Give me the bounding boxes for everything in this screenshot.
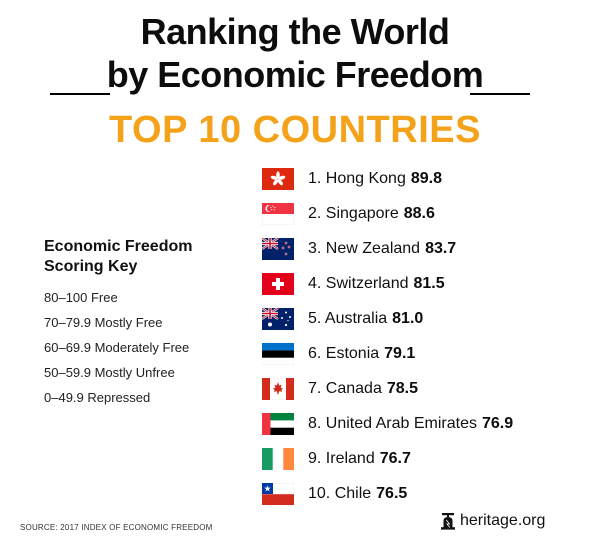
rank-score: 79.1 xyxy=(384,345,416,362)
title-rule-right xyxy=(470,93,530,95)
scoring-key-title-line-1: Economic Freedom xyxy=(44,238,193,255)
ireland-flag-icon xyxy=(262,448,294,470)
hong-kong-flag-icon xyxy=(262,168,294,190)
title-line-2: by Economic Freedom xyxy=(106,54,484,95)
key-item-mostly-free: 70–79.9 Mostly Free xyxy=(44,315,163,330)
brand: heritage.org xyxy=(440,512,545,530)
uae-flag-icon xyxy=(262,413,294,435)
key-item-free: 80–100 Free xyxy=(44,290,118,305)
rank-label: 7. Canada xyxy=(308,380,382,397)
rank-score: 81.0 xyxy=(392,310,424,327)
rank-row-10: 10. Chile 76.5 xyxy=(262,480,407,508)
rank-row-5: 5. Australia 81.0 xyxy=(262,305,423,333)
rank-label: 10. Chile xyxy=(308,485,372,502)
rank-row-3: 3. New Zealand 83.7 xyxy=(262,235,456,263)
subtitle: TOP 10 COUNTRIES xyxy=(109,109,481,151)
canada-flag-icon xyxy=(262,378,294,400)
rank-label: 4. Switzerland xyxy=(308,275,409,292)
estonia-flag-icon xyxy=(262,343,294,365)
rank-score: 83.7 xyxy=(425,240,457,257)
key-item-moderately-free: 60–69.9 Moderately Free xyxy=(44,340,190,355)
rank-score: 89.8 xyxy=(410,170,442,187)
rank-row-2: 2. Singapore 88.6 xyxy=(262,200,435,228)
rank-row-8: 8. United Arab Emirates 76.9 xyxy=(262,410,513,438)
australia-flag-icon xyxy=(262,308,294,330)
rank-row-7: 7. Canada 78.5 xyxy=(262,375,418,403)
singapore-flag-icon xyxy=(262,203,294,225)
rank-score: 78.5 xyxy=(386,380,418,397)
rank-label: 6. Estonia xyxy=(308,345,380,362)
rank-row-6: 6. Estonia 79.1 xyxy=(262,340,415,368)
rank-row-9: 9. Ireland 76.7 xyxy=(262,445,411,473)
key-item-mostly-unfree: 50–59.9 Mostly Unfree xyxy=(44,365,175,380)
key-item-repressed: 0–49.9 Repressed xyxy=(44,390,151,405)
rank-score: 76.5 xyxy=(376,485,408,502)
title-rule-left xyxy=(50,93,110,95)
rank-label: 2. Singapore xyxy=(308,205,399,222)
rank-label: 8. United Arab Emirates xyxy=(308,415,477,432)
rank-label: 1. Hong Kong xyxy=(308,170,406,187)
brand-text: heritage.org xyxy=(460,512,546,529)
rank-score: 81.5 xyxy=(413,275,445,292)
liberty-bell-icon xyxy=(441,512,455,530)
rank-score: 76.7 xyxy=(379,450,411,467)
title-line-1: Ranking the World xyxy=(140,11,450,52)
rank-label: 9. Ireland xyxy=(308,450,375,467)
rank-score: 76.9 xyxy=(481,415,514,432)
chile-flag-icon xyxy=(262,483,294,505)
rank-label: 3. New Zealand xyxy=(308,240,421,257)
new-zealand-flag-icon xyxy=(262,238,294,260)
rank-row-4: 4. Switzerland 81.5 xyxy=(262,270,445,298)
rank-score: 88.6 xyxy=(403,205,435,222)
rank-row-1: 1. Hong Kong 89.8 xyxy=(262,165,442,193)
scoring-key-title-line-2: Scoring Key xyxy=(44,258,138,275)
scoring-key-title: Economic Freedom Scoring Key xyxy=(44,237,244,277)
rank-label: 5. Australia xyxy=(308,310,388,327)
switzerland-flag-icon xyxy=(262,273,294,295)
source-note: SOURCE: 2017 INDEX OF ECONOMIC FREEDOM xyxy=(20,523,213,532)
scoring-key: Economic Freedom Scoring Key 80–100 Free… xyxy=(44,237,244,410)
